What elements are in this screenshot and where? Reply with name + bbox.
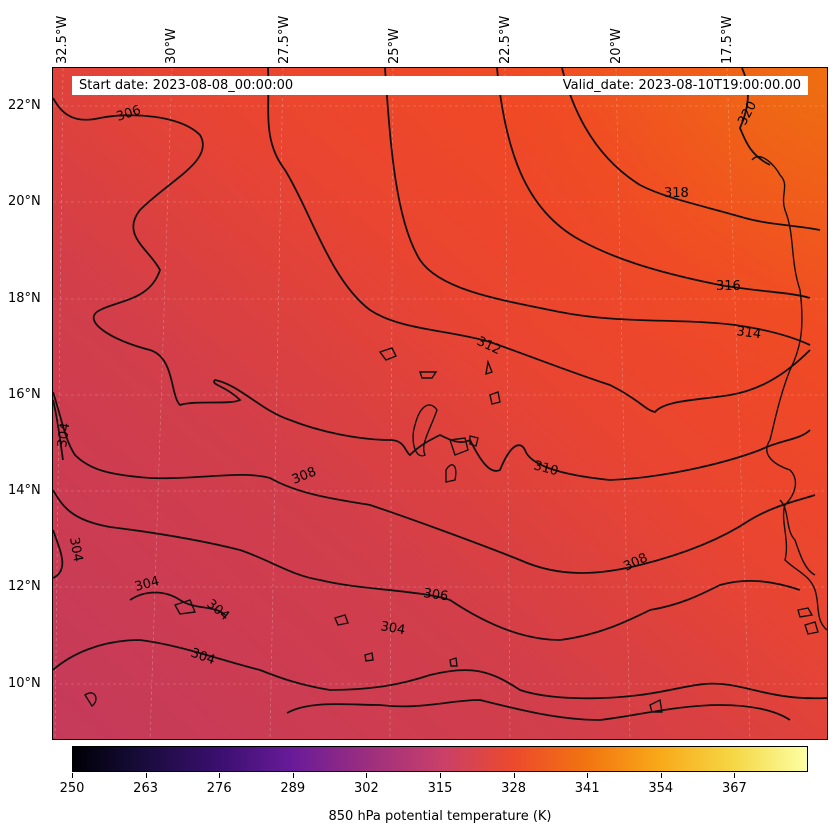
start-date-text: Start date: 2023-08-08_00:00:00 <box>79 78 294 93</box>
colorbar-tick-mark <box>513 773 515 778</box>
contour-310 <box>53 97 811 481</box>
colorbar-tick-label: 315 <box>427 781 453 796</box>
africa-coast <box>751 156 827 631</box>
valid-date-text: Valid_date: 2023-08-10T19:00:00.00 <box>562 78 801 93</box>
contour-306 <box>53 489 801 641</box>
contour-label-304-lower: 304 <box>66 536 85 563</box>
field-hot-region <box>53 68 827 739</box>
colorbar-tick-label: 328 <box>501 781 527 796</box>
colorbar-tick-mark <box>219 773 221 778</box>
lat-label-14n: 14°N <box>8 483 41 498</box>
contour-312 <box>267 68 811 413</box>
lon-label-32-5w: 32.5°W <box>55 15 70 64</box>
colorbar-tick-mark <box>660 773 662 778</box>
colorbar-title: 850 hPa potential temperature (K) <box>328 809 552 824</box>
contour-308 <box>53 391 816 574</box>
lon-label-17-5w: 17.5°W <box>720 15 735 64</box>
contour-304-west <box>53 399 64 461</box>
contour-label-306-north: 306 <box>115 103 143 125</box>
colorbar-tick-mark <box>734 773 736 778</box>
lat-label-10n: 10°N <box>8 676 41 691</box>
colorbar-tick-label: 302 <box>353 781 379 796</box>
map-panel[interactable]: 306 320 318 316 314 312 310 308 308 304 … <box>52 67 828 740</box>
lon-label-30w: 30°W <box>164 28 179 64</box>
colorbar-tick-label: 289 <box>280 781 306 796</box>
contour-label-304-west: 304 <box>55 422 73 449</box>
lon-label-20w: 20°W <box>609 28 624 64</box>
lat-label-16n: 16°N <box>8 387 41 402</box>
contour-label-304-mid: 304 <box>379 619 406 638</box>
date-info-box: Start date: 2023-08-08_00:00:00 Valid_da… <box>72 76 808 95</box>
contour-label-310: 310 <box>532 458 560 479</box>
contour-304-south <box>53 639 827 700</box>
colorbar-tick-mark <box>366 773 368 778</box>
colorbar <box>72 746 808 772</box>
colorbar-tick-label: 354 <box>648 781 674 796</box>
contour-label-316: 316 <box>716 279 741 294</box>
contour-label-318: 318 <box>664 186 689 201</box>
colorbar-tick-label: 276 <box>206 781 232 796</box>
small-cells <box>84 599 663 713</box>
colorbar-tick-label: 341 <box>574 781 600 796</box>
lon-label-25w: 25°W <box>387 28 402 64</box>
contour-label-304-islands: 304 <box>133 574 161 595</box>
coastlines <box>84 156 827 713</box>
contour-304-coast <box>286 699 791 721</box>
lon-label-27-5w: 27.5°W <box>277 15 292 64</box>
contour-316 <box>496 68 811 299</box>
bissau-islands <box>797 607 819 635</box>
contour-304-islands <box>129 591 226 616</box>
contour-318 <box>561 68 821 231</box>
lon-label-22-5w: 22.5°W <box>498 15 513 64</box>
lat-label-18n: 18°N <box>8 291 41 306</box>
temperature-field-map: 306 320 318 316 314 312 310 308 308 304 … <box>53 68 827 739</box>
senegal-coast <box>779 499 816 576</box>
contour-label-314: 314 <box>735 324 762 342</box>
lat-label-22n: 22°N <box>8 98 41 113</box>
colorbar-tick-mark <box>145 773 147 778</box>
lat-label-20n: 20°N <box>8 194 41 209</box>
colorbar-tick-mark <box>587 773 589 778</box>
colorbar-tick-mark <box>292 773 294 778</box>
contour-label-306-south: 306 <box>422 586 449 604</box>
cape-verde-islands <box>378 347 501 483</box>
contour-304-lower <box>53 529 64 579</box>
contour-314 <box>384 68 811 346</box>
colorbar-tick-label: 263 <box>133 781 159 796</box>
colorbar-tick-mark <box>440 773 441 778</box>
colorbar-tick-label: 250 <box>59 781 85 796</box>
colorbar-tick-mark <box>72 773 73 778</box>
colorbar-tick-label: 367 <box>721 781 747 796</box>
lat-label-12n: 12°N <box>8 579 41 594</box>
